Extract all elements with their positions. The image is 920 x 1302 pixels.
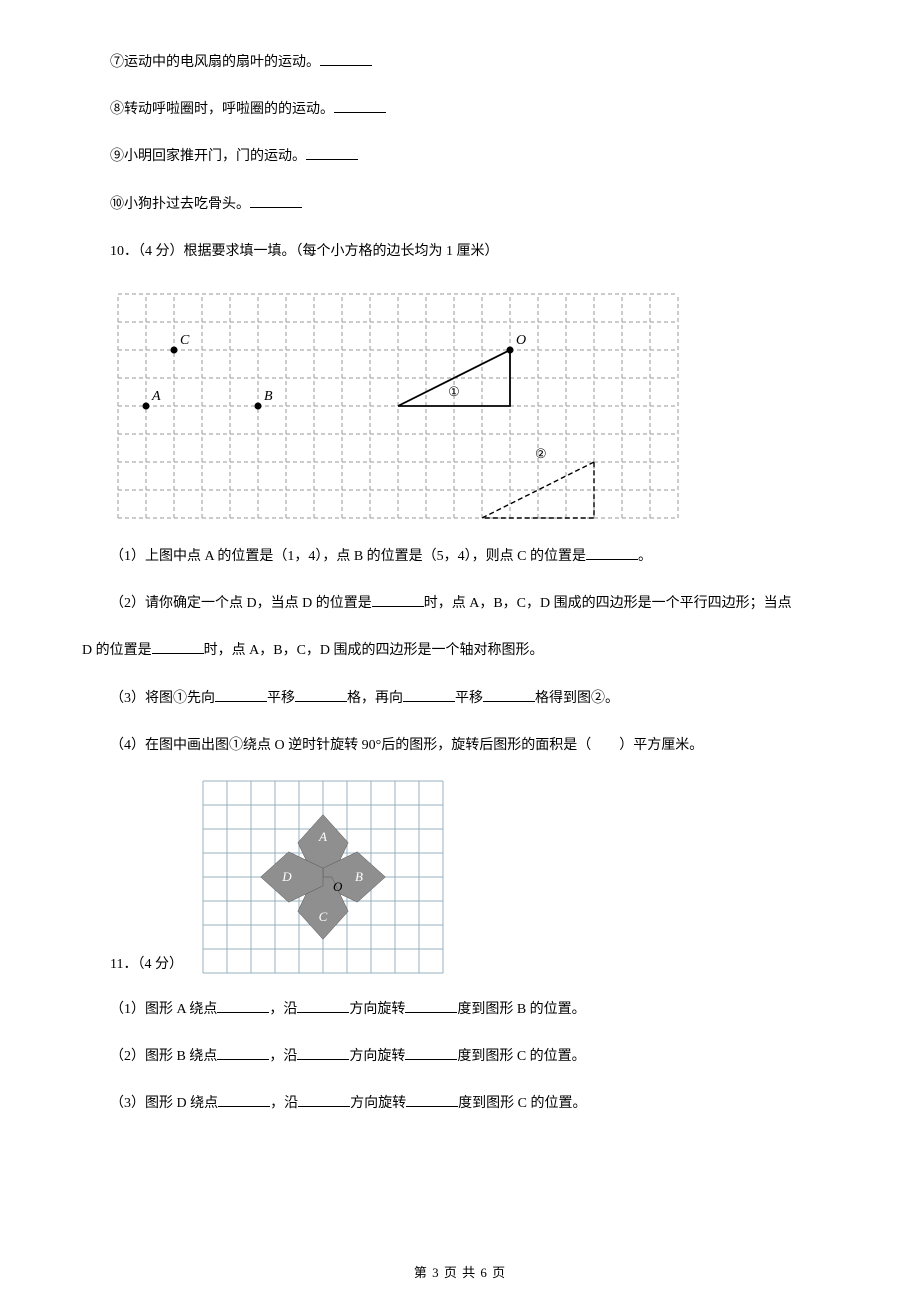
page-footer: 第 3 页 共 6 页	[0, 1261, 920, 1284]
q11-figure: A B C D O	[194, 780, 444, 983]
q11-sub1-d: 度到图形 B 的位置。	[457, 1002, 585, 1017]
q11-sub3-d: 度到图形 C 的位置。	[458, 1096, 586, 1111]
q10-sub2-a: （2）请你确定一个点 D，当点 D 的位置是	[110, 596, 372, 611]
blank[interactable]	[218, 1092, 270, 1107]
q11-pinwheel: A B C D O	[202, 780, 444, 974]
svg-text:C: C	[180, 333, 190, 348]
q10-sub3-e: 格得到图②。	[535, 691, 619, 706]
q10-sub1: （1）上图中点 A 的位置是（1，4），点 B 的位置是（5，4），则点 C 的…	[82, 544, 838, 569]
q10-sub2-b: 时，点 A，B，C，D 围成的四边形是一个平行四边形；当点	[424, 596, 792, 611]
q11-sub2-d: 度到图形 C 的位置。	[457, 1049, 585, 1064]
q11-sub1: （1）图形 A 绕点 ，沿 方向旋转 度到图形 B 的位置。	[82, 997, 838, 1022]
q11-sub2: （2）图形 B 绕点 ，沿 方向旋转 度到图形 C 的位置。	[82, 1044, 838, 1069]
q10-sub4: （4）在图中画出图①绕点 O 逆时针旋转 90°后的图形，旋转后图形的面积是（ …	[82, 733, 838, 758]
q10-sub3-c: 格，再向	[347, 691, 403, 706]
blank[interactable]	[215, 687, 267, 702]
blank[interactable]	[372, 592, 424, 607]
q10-sub1-b: 。	[638, 549, 652, 564]
q10-sub2-cont: D 的位置是 时，点 A，B，C，D 围成的四边形是一个轴对称图形。	[82, 638, 838, 663]
q9-item10-text: ⑩小狗扑过去吃骨头。	[110, 197, 250, 212]
q9-item9-text: ⑨小明回家推开门，门的运动。	[110, 149, 306, 164]
svg-text:O: O	[516, 333, 526, 348]
q10-sub2-d: 时，点 A，B，C，D 围成的四边形是一个轴对称图形。	[204, 643, 544, 658]
q11-sub1-c: 方向旋转	[349, 1002, 405, 1017]
q10-lead: 10．（4 分）根据要求填一填。（每个小方格的边长均为 1 厘米）	[82, 239, 838, 264]
q11-sub3-a: （3）图形 D 绕点	[110, 1096, 218, 1111]
blank[interactable]	[334, 98, 386, 113]
q10-sub2: （2）请你确定一个点 D，当点 D 的位置是 时，点 A，B，C，D 围成的四边形…	[82, 591, 838, 616]
blank[interactable]	[298, 1092, 350, 1107]
blank[interactable]	[405, 1045, 457, 1060]
svg-text:A: A	[318, 829, 327, 844]
svg-text:A: A	[151, 389, 161, 404]
blank[interactable]	[250, 193, 302, 208]
q9-item7-text: ⑦运动中的电风扇的扇叶的运动。	[110, 55, 320, 70]
blank[interactable]	[406, 1092, 458, 1107]
q10-sub2-c: D 的位置是	[82, 643, 152, 658]
q11-sub3: （3）图形 D 绕点 ，沿 方向旋转 度到图形 C 的位置。	[82, 1091, 838, 1116]
q10-sub3: （3）将图①先向 平移 格，再向 平移 格得到图②。	[82, 686, 838, 711]
q9-item9: ⑨小明回家推开门，门的运动。	[82, 144, 838, 169]
q11-sub3-b: ，沿	[270, 1096, 298, 1111]
blank[interactable]	[586, 545, 638, 560]
blank[interactable]	[320, 51, 372, 66]
q11-sub1-a: （1）图形 A 绕点	[110, 1002, 217, 1017]
blank[interactable]	[403, 687, 455, 702]
blank[interactable]	[483, 687, 535, 702]
q11-sub1-b: ，沿	[269, 1002, 297, 1017]
blank[interactable]	[405, 998, 457, 1013]
q10-grid: A B C O ① ②	[110, 286, 686, 526]
svg-text:O: O	[333, 879, 343, 894]
blank[interactable]	[297, 998, 349, 1013]
blank[interactable]	[217, 1045, 269, 1060]
q10-sub3-d: 平移	[455, 691, 483, 706]
blank[interactable]	[152, 639, 204, 654]
svg-text:D: D	[281, 869, 292, 884]
q10-figure: A B C O ① ②	[110, 286, 838, 526]
q9-item7: ⑦运动中的电风扇的扇叶的运动。	[82, 50, 838, 75]
q11-sub2-b: ，沿	[269, 1049, 297, 1064]
q9-item8-text: ⑧转动呼啦圈时，呼啦圈的的运动。	[110, 102, 334, 117]
q10-sub1-a: （1）上图中点 A 的位置是（1，4），点 B 的位置是（5，4），则点 C 的…	[110, 549, 586, 564]
svg-text:①: ①	[448, 384, 460, 399]
blank[interactable]	[217, 998, 269, 1013]
q10-sub3-a: （3）将图①先向	[110, 691, 215, 706]
blank[interactable]	[295, 687, 347, 702]
svg-text:B: B	[355, 869, 363, 884]
q11-sub2-c: 方向旋转	[349, 1049, 405, 1064]
svg-text:②: ②	[535, 446, 547, 461]
q9-item8: ⑧转动呼啦圈时，呼啦圈的的运动。	[82, 97, 838, 122]
q11-sub2-a: （2）图形 B 绕点	[110, 1049, 217, 1064]
q9-item10: ⑩小狗扑过去吃骨头。	[82, 192, 838, 217]
q11-row: 11．（4 分） A B C D O	[82, 780, 838, 983]
q11-lead: 11．（4 分）	[82, 952, 194, 983]
blank[interactable]	[297, 1045, 349, 1060]
svg-text:C: C	[319, 909, 328, 924]
svg-text:B: B	[264, 389, 273, 404]
page: ⑦运动中的电风扇的扇叶的运动。 ⑧转动呼啦圈时，呼啦圈的的运动。 ⑨小明回家推开…	[0, 0, 920, 1302]
q11-sub3-c: 方向旋转	[350, 1096, 406, 1111]
q10-sub3-b: 平移	[267, 691, 295, 706]
blank[interactable]	[306, 145, 358, 160]
